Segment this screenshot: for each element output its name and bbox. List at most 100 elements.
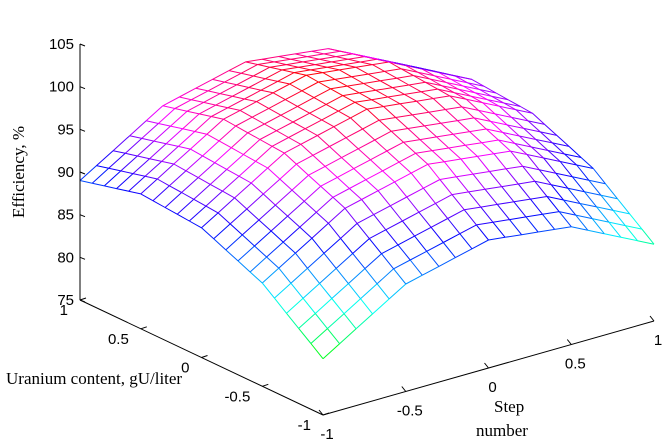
mesh-line-const-y <box>327 314 344 329</box>
mesh-line-const-x <box>315 314 327 329</box>
mesh-line-const-x <box>162 161 174 164</box>
mesh-line-const-y <box>394 260 411 269</box>
mesh-line-const-x <box>229 71 241 74</box>
z-tick-label: 80 <box>57 249 74 266</box>
mesh-line-const-y <box>142 124 159 139</box>
x-tick-label: 1 <box>654 332 662 349</box>
mesh-line-const-x <box>481 207 493 222</box>
mesh-line-const-y <box>445 107 462 110</box>
mesh-line-const-y <box>256 146 273 161</box>
mesh-line-const-y <box>345 200 362 209</box>
x-tick-mark <box>485 363 489 368</box>
mesh-line-const-x <box>383 171 395 182</box>
mesh-line-const-y <box>240 102 257 111</box>
mesh-line-const-y <box>230 209 247 224</box>
mesh-line-const-y <box>359 90 376 93</box>
mesh-line-const-x <box>263 194 275 205</box>
mesh-line-const-y <box>262 268 279 283</box>
mesh-line-const-x <box>165 208 177 215</box>
mesh-line-const-x <box>300 227 312 238</box>
mesh-line-const-x <box>214 239 226 250</box>
mesh-line-const-y <box>408 126 425 129</box>
mesh-line-const-y <box>186 156 203 171</box>
mesh-line-const-y <box>489 237 506 240</box>
mesh-line-const-y <box>339 67 356 70</box>
mesh-line-const-y <box>377 269 394 284</box>
mesh-line-const-x <box>416 153 428 164</box>
mesh-line-const-x <box>194 199 206 206</box>
mesh-line-const-y <box>340 329 357 344</box>
mesh-line-const-y <box>356 65 373 68</box>
surface-mesh <box>80 49 654 359</box>
mesh-line-const-x <box>345 208 357 223</box>
mesh-line-const-y <box>229 62 246 71</box>
mesh-line-const-y <box>323 344 340 359</box>
mesh-line-const-y <box>203 141 220 156</box>
mesh-line-const-y <box>259 205 276 220</box>
mesh-line-const-x <box>411 173 423 188</box>
mesh-line-const-x <box>291 59 303 62</box>
mesh-line-const-x <box>218 213 230 224</box>
mesh-line-const-y <box>179 88 196 97</box>
mesh-line-const-y <box>154 126 171 141</box>
mesh-line-const-x <box>387 151 399 162</box>
mesh-line-const-y <box>280 164 297 179</box>
mesh-line-const-y <box>165 193 182 208</box>
mesh-line-const-x <box>292 190 304 201</box>
mesh-line-const-y <box>448 210 465 219</box>
mesh-line-const-y <box>286 62 303 65</box>
mesh-line-const-y <box>145 161 162 176</box>
mesh-line-const-y <box>433 96 450 99</box>
mesh-line-const-y <box>327 65 344 68</box>
mesh-line-const-x <box>319 59 331 62</box>
mesh-line-const-y <box>313 147 330 156</box>
mesh-line-const-y <box>307 54 324 57</box>
mesh-line-const-y <box>279 54 296 57</box>
mesh-line-const-x <box>302 91 314 98</box>
mesh-line-const-x <box>326 104 338 111</box>
mesh-line-const-x <box>485 189 497 204</box>
mesh-line-const-x <box>362 200 374 215</box>
mesh-line-const-x <box>338 111 350 118</box>
mesh-line-const-y <box>398 236 415 245</box>
mesh-line-const-x <box>311 70 323 73</box>
mesh-line-const-x <box>339 70 351 77</box>
mesh-line-const-y <box>315 299 332 314</box>
mesh-line-const-y <box>258 62 275 65</box>
mesh-line-const-y <box>476 222 493 225</box>
mesh-line-const-y <box>424 123 441 126</box>
mesh-line-const-y <box>320 268 337 283</box>
mesh-line-const-y <box>477 154 494 157</box>
mesh-line-const-x <box>145 176 157 179</box>
mesh-line-const-x <box>397 78 409 85</box>
mesh-line-const-x <box>355 102 367 109</box>
mesh-line-const-x <box>225 82 237 85</box>
mesh-line-const-y <box>195 117 212 132</box>
mesh-line-const-x <box>282 70 294 73</box>
mesh-line-const-x <box>222 191 234 198</box>
mesh-line-const-y <box>264 115 281 124</box>
mesh-line-const-y <box>348 57 365 60</box>
mesh-line-const-y <box>383 162 400 171</box>
mesh-line-const-x <box>427 251 439 266</box>
mesh-line-const-x <box>328 223 340 238</box>
mesh-line-const-y <box>222 176 239 191</box>
mesh-line-const-y <box>384 104 401 107</box>
mesh-line-const-x <box>428 164 440 179</box>
mesh-line-const-y <box>153 186 170 201</box>
mesh-line-const-y <box>239 161 256 176</box>
mesh-line-const-y <box>189 206 206 221</box>
mesh-line-const-x <box>261 90 273 93</box>
mesh-line-const-y <box>361 284 378 299</box>
mesh-line-const-x <box>208 91 220 94</box>
mesh-line-const-x <box>386 230 398 245</box>
mesh-line-const-x <box>231 148 243 155</box>
mesh-line-const-x <box>470 132 482 143</box>
mesh-line-const-x <box>264 124 276 131</box>
mesh-line-const-x <box>316 212 328 223</box>
mesh-line-const-x <box>420 140 432 151</box>
mesh-line-const-y <box>416 151 433 154</box>
mesh-line-const-x <box>228 108 240 111</box>
mesh-line-const-x <box>476 225 488 240</box>
mesh-line-const-y <box>311 67 328 70</box>
